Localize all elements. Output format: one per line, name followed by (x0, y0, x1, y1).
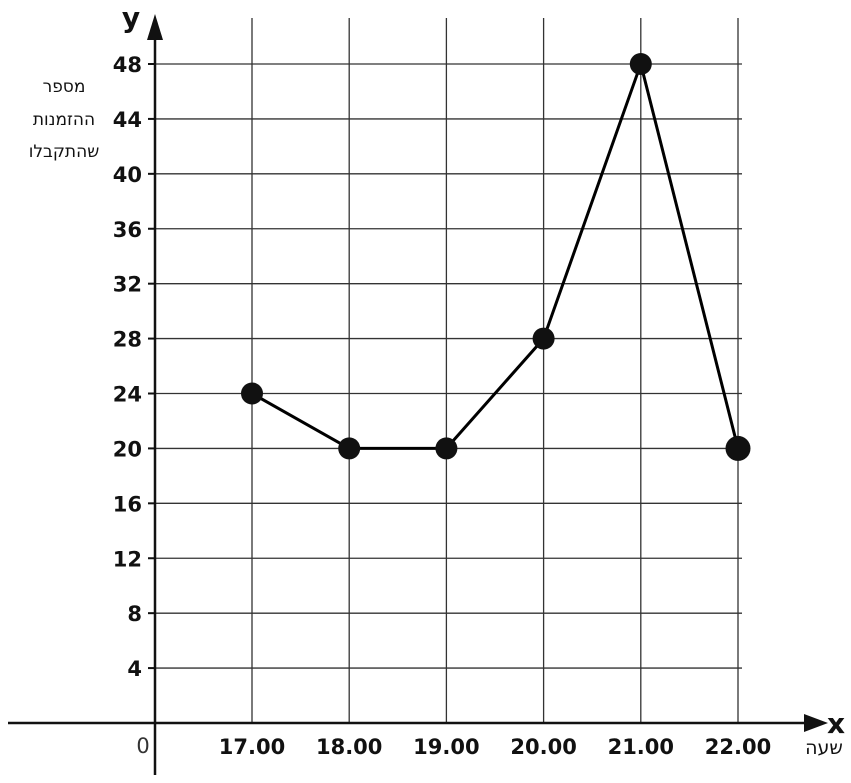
x-tick-label: 18.00 (316, 735, 382, 759)
series-line (251, 62, 740, 450)
y-tick-label: 48 (113, 53, 142, 77)
y-tick-label: 36 (113, 218, 142, 242)
y-tick-label: 20 (113, 437, 142, 461)
axes (8, 14, 828, 775)
y-tick-label: 28 (113, 328, 142, 352)
x-axis-label: שעה (805, 737, 843, 759)
grid (155, 18, 742, 723)
y-axis-label-line-1: מספר (43, 77, 86, 97)
data-point (241, 382, 263, 405)
y-tick-label: 12 (113, 547, 142, 571)
y-axis-label-line-3: שהתקבלו (29, 142, 100, 162)
origin-label: 0 (136, 734, 149, 758)
data-point (532, 327, 555, 350)
y-tick-label: 4 (127, 657, 142, 681)
data-points (241, 53, 751, 461)
x-tick-label: 20.00 (510, 735, 576, 759)
x-tick-label: 22.00 (705, 735, 771, 759)
y-tick-label: 32 (113, 273, 142, 297)
y-axis-label-line-2: ההזמנות (33, 110, 95, 130)
y-tick-label: 40 (113, 163, 142, 187)
y-tick-label: 16 (113, 492, 142, 516)
data-point (629, 53, 652, 75)
y-tick-label: 44 (113, 108, 142, 132)
y-axis-letter: y (122, 1, 140, 34)
x-axis-letter: x (827, 707, 845, 740)
data-point (725, 435, 751, 461)
data-point (338, 437, 361, 460)
x-axis-arrow (804, 714, 828, 732)
y-tick-label: 8 (127, 602, 142, 626)
x-tick-labels: 17.00 18.00 19.00 20.00 21.00 22.00 (219, 735, 771, 759)
y-axis-arrow (147, 14, 163, 40)
y-tick-label: 24 (113, 383, 142, 407)
x-tick-label: 17.00 (219, 735, 285, 759)
data-point (435, 437, 458, 460)
x-tick-label: 21.00 (608, 735, 674, 759)
x-tick-label: 19.00 (413, 735, 479, 759)
